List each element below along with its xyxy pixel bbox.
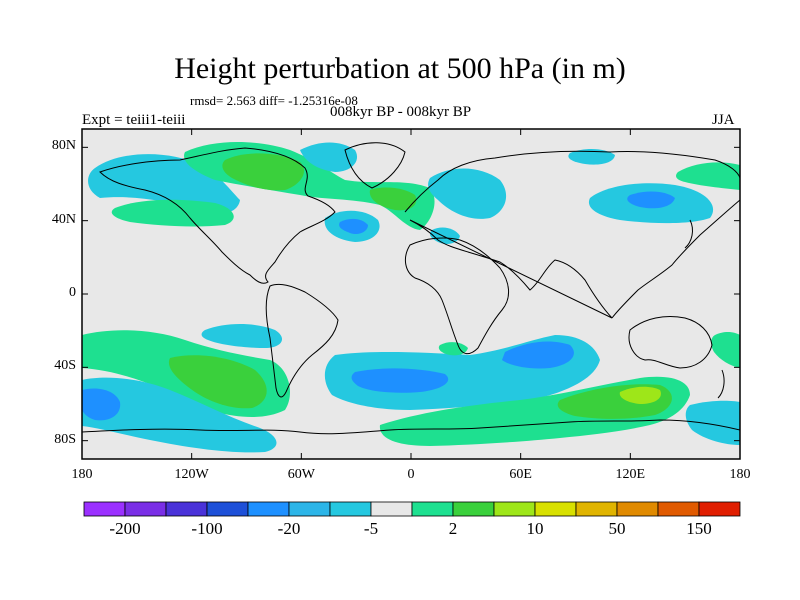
- contour-blue-southwest: [82, 388, 121, 421]
- lon-label: 180: [729, 467, 751, 482]
- colorbar-swatch: [206, 501, 249, 517]
- colorbar-swatch: [165, 501, 208, 517]
- colorbar-swatch: [616, 501, 659, 517]
- contour-darkgreen-canada: [222, 153, 305, 191]
- contour-yellowgreen-indian-ocean: [619, 386, 661, 404]
- colorbar-swatch: [411, 501, 454, 517]
- lat-label: 40S: [54, 358, 76, 374]
- colorbar-swatch: [329, 501, 372, 517]
- contour-blue-southern-ocean: [351, 368, 449, 393]
- colorbar-swatch: [452, 501, 495, 517]
- lon-label: 180: [71, 467, 93, 482]
- map-title: Height perturbation at 500 hPa (in m): [174, 52, 626, 85]
- colorbar-swatch: [657, 501, 700, 517]
- lat-label: 80S: [54, 431, 76, 447]
- colorbar-swatch: [698, 501, 741, 517]
- contour-darkgreen-south-pacific: [168, 355, 267, 409]
- contour-blue-atlantic: [339, 218, 368, 235]
- contour-cyan-south-america: [201, 324, 283, 348]
- experiment-label: Expt = teiii1-teiii: [82, 112, 186, 128]
- contour-green-south-africa: [438, 342, 468, 356]
- contour-cyan-greenland: [300, 142, 358, 172]
- coast-japan: [684, 219, 693, 249]
- contour-green-arctic-east: [676, 162, 740, 190]
- contour-green-pacific-band: [111, 199, 234, 227]
- contour-blue-southern-ocean-east: [502, 341, 574, 369]
- lat-label: 40N: [51, 211, 76, 227]
- colorbar-label: 2: [448, 519, 458, 538]
- lon-label: 120W: [174, 467, 209, 482]
- coastlines: [82, 142, 740, 435]
- season-label: JJA: [712, 112, 735, 128]
- colorbar-label: -200: [109, 519, 141, 538]
- colorbar-swatch: [288, 501, 331, 517]
- colorbar-label: -5: [363, 519, 379, 538]
- contour-cyan-southeast: [685, 400, 740, 445]
- colorbar-swatch: [575, 501, 618, 517]
- coast-africa: [404, 237, 509, 355]
- colorbar-label: 50: [608, 519, 626, 538]
- contour-cyan-southwest: [82, 377, 277, 453]
- colorbar-swatch: [83, 501, 126, 517]
- colorbar-swatch: [493, 501, 536, 517]
- coast-antarctica: [82, 419, 740, 435]
- colorbar-label: 150: [686, 519, 712, 538]
- coast-eurasia: [404, 150, 740, 319]
- coast-greenland: [344, 142, 406, 189]
- lat-label: 80N: [51, 138, 76, 154]
- colorbar-swatch: [370, 501, 413, 517]
- coast-south-america: [265, 283, 339, 398]
- colorbar-swatch: [247, 501, 290, 517]
- contour-darkgreen-atlantic: [369, 187, 417, 211]
- colorbar: [83, 501, 741, 517]
- colorbar-label: -20: [277, 519, 301, 538]
- stats-text: rmsd= 2.563 diff= -1.25316e-08: [190, 93, 358, 108]
- contour-green-australia-east: [711, 331, 740, 368]
- period-text: 008kyr BP - 008kyr BP: [330, 104, 472, 120]
- lat-label: 0: [69, 285, 76, 300]
- colorbar-swatch: [124, 501, 167, 517]
- lon-label: 120E: [615, 467, 646, 482]
- contour-cyan-siberia: [568, 149, 615, 165]
- colorbar-swatch: [534, 501, 577, 517]
- lon-label: 60E: [509, 467, 532, 482]
- lon-label: 60W: [287, 467, 315, 482]
- colorbar-label: -100: [191, 519, 223, 538]
- coast-new-zealand: [717, 369, 725, 399]
- axis-ticks: [81, 129, 741, 459]
- contour-blue-asia: [627, 191, 675, 209]
- contour-cyan-europe: [428, 168, 507, 219]
- coast-australia: [628, 316, 713, 369]
- colorbar-label: 10: [526, 519, 544, 538]
- contour-field: [82, 129, 740, 459]
- lon-label: 0: [407, 467, 415, 482]
- coast-north-america: [99, 147, 336, 284]
